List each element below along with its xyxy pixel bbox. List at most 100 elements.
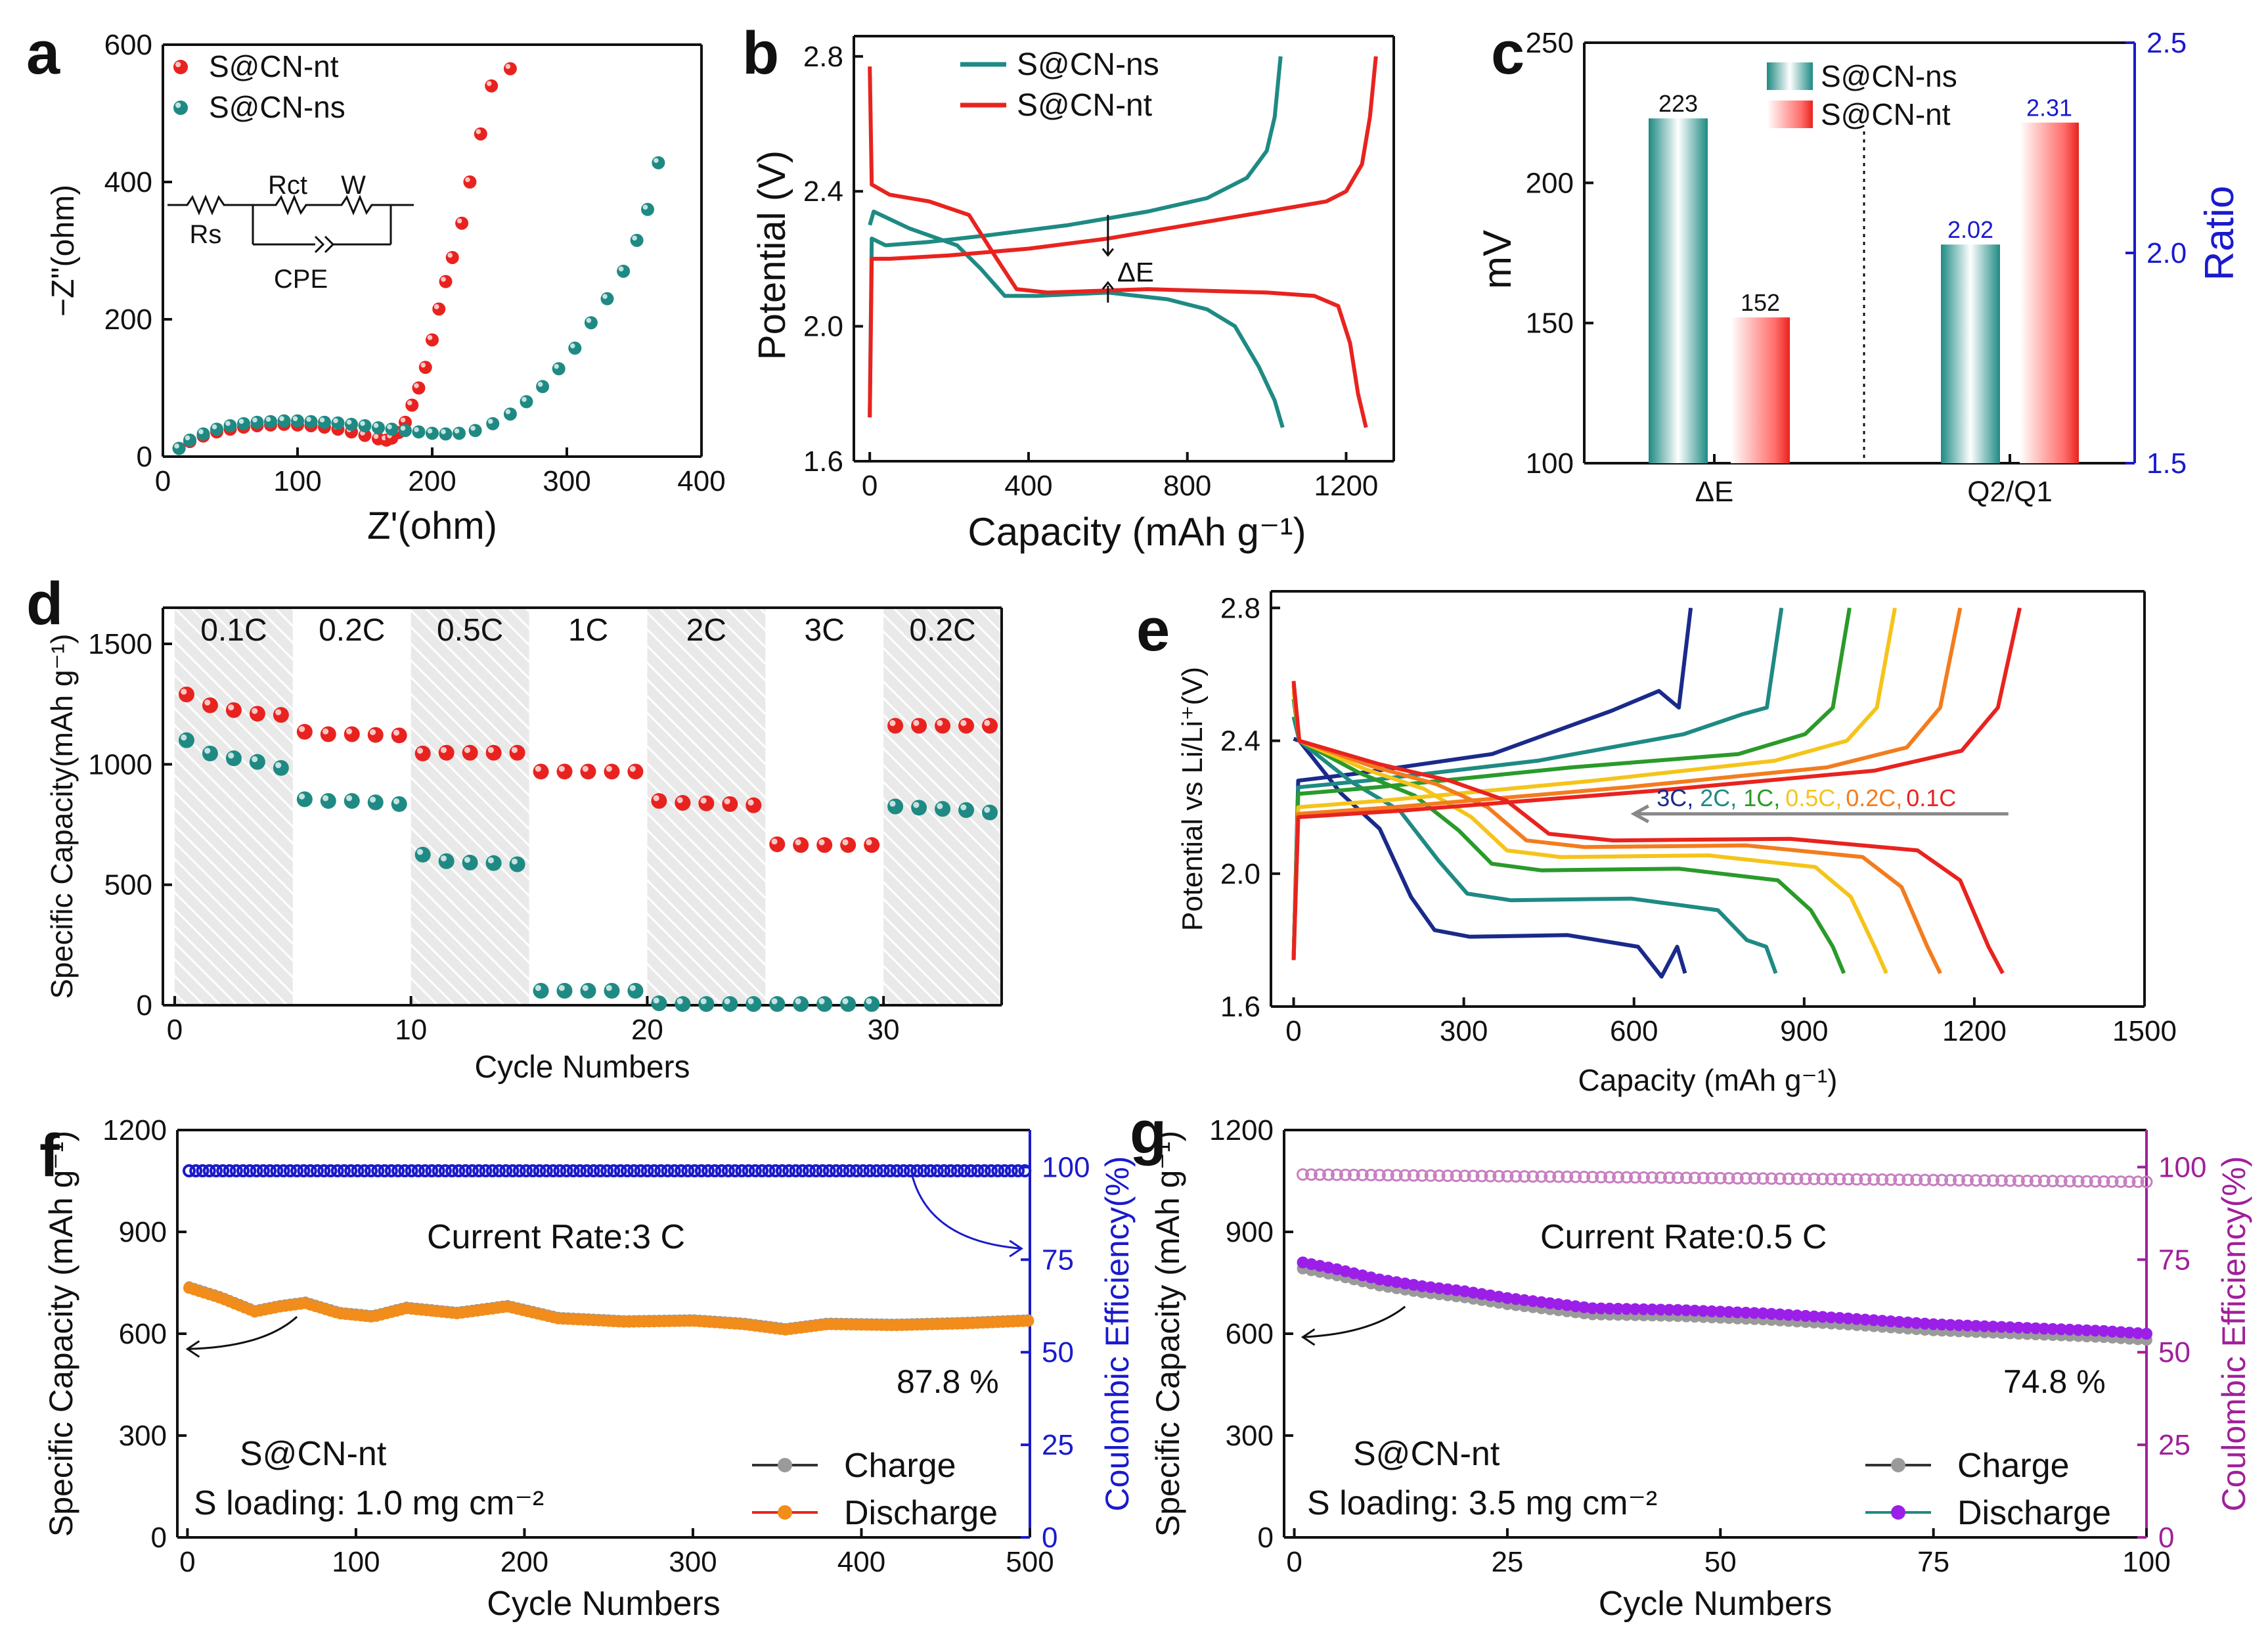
nyquist-point-body: [372, 421, 385, 435]
ce-point: [1645, 1171, 1658, 1184]
rate-point-body: [958, 802, 975, 818]
data-point-highlight: [632, 235, 637, 241]
data-point-highlight: [416, 748, 424, 754]
x-tick-label: 0: [155, 465, 171, 497]
ce-point: [566, 1164, 580, 1177]
discharge-point: [1663, 1303, 1676, 1316]
data-point-highlight: [228, 704, 234, 711]
data-point-highlight: [642, 204, 648, 210]
ce-point: [735, 1164, 749, 1177]
x-tick-label: 0: [1285, 1015, 1301, 1047]
ce-point: [681, 1164, 695, 1177]
ce-point: [1986, 1174, 1999, 1187]
ce-point: [802, 1164, 816, 1177]
axis-pointer-arrow-left: [1301, 1305, 1406, 1346]
rate-point-body: [202, 697, 218, 714]
rate-point: [509, 744, 525, 761]
ce-point: [1910, 1173, 1923, 1187]
rate-point-body: [462, 744, 478, 761]
ce-point: [607, 1164, 621, 1177]
nyquist-point-body: [399, 424, 412, 438]
ce-point: [425, 1164, 439, 1177]
circuit-label-rct: Rct: [268, 171, 307, 200]
ce-point: [357, 1164, 371, 1177]
axis-pointer-arrow-left: [185, 1316, 298, 1358]
rate-point: [225, 702, 242, 718]
data-point-highlight: [434, 304, 439, 309]
ce-point: [1450, 1169, 1463, 1183]
data-point-highlight: [322, 728, 329, 735]
rate-point-body: [391, 796, 407, 812]
ce-point: [1330, 1168, 1343, 1181]
y-tick-label: 2.0: [1220, 858, 1260, 890]
ce-point: [506, 1164, 520, 1177]
data-point-highlight: [252, 417, 257, 423]
data-point-highlight: [204, 699, 211, 706]
ce-point: [964, 1164, 978, 1177]
nyquist-point: [412, 381, 426, 395]
rate-point: [367, 794, 384, 811]
legend-label: S@CN-ns: [1017, 47, 1159, 82]
rate-point: [722, 796, 738, 812]
rate-point: [296, 791, 313, 807]
bar-value-label: 2.31: [2026, 95, 2072, 122]
nyquist-point-body: [405, 398, 419, 412]
nyquist-point-body: [210, 422, 223, 436]
nyquist-point: [250, 415, 264, 429]
nyquist-point: [630, 233, 644, 247]
discharge-point: [1910, 1317, 1923, 1329]
data-point-highlight: [441, 429, 446, 434]
data-point-highlight: [554, 363, 559, 369]
rate-label: 2C: [686, 613, 726, 648]
data-point-highlight: [299, 793, 305, 800]
charge-curve: [1291, 607, 1897, 961]
discharge-point: [1680, 1304, 1693, 1317]
ce-point: [1544, 1170, 1557, 1183]
ce-point: [277, 1164, 290, 1177]
nyquist-point-body: [237, 417, 250, 430]
ce-point: [1671, 1171, 1684, 1185]
ce-point: [903, 1164, 917, 1177]
rate-point-body: [840, 837, 856, 853]
data-point-highlight: [771, 998, 778, 1005]
ce-point: [870, 1164, 883, 1177]
bar-value-label: 2.02: [1947, 216, 1993, 243]
ce-point: [499, 1164, 513, 1177]
ce-point: [1552, 1170, 1565, 1183]
y-tick-label: 1200: [1209, 1114, 1274, 1146]
ce-point: [337, 1164, 351, 1177]
ce-point: [1756, 1172, 1769, 1185]
data-point-highlight: [653, 997, 659, 1004]
nyquist-point-body: [641, 202, 654, 216]
data-point-highlight: [487, 419, 493, 424]
ce-point: [775, 1164, 789, 1177]
legend-label: Charge: [844, 1447, 956, 1485]
rate-point: [556, 983, 573, 999]
nyquist-point: [372, 421, 385, 435]
ce-point: [816, 1164, 830, 1177]
nyquist-point: [445, 250, 459, 264]
rate-point-body: [249, 706, 265, 722]
data-point-highlight: [346, 728, 353, 735]
y-tick-label: 1.5: [2146, 447, 2187, 480]
nyquist-point-body: [432, 302, 446, 316]
data-point-highlight: [185, 435, 190, 441]
ce-point: [1509, 1169, 1523, 1183]
nyquist-point-body: [630, 233, 644, 247]
rate-point: [982, 804, 998, 821]
ce-point: [1492, 1169, 1505, 1183]
rate-point: [793, 996, 809, 1012]
rate-point: [604, 983, 620, 999]
y-tick-label: 2.8: [1220, 592, 1260, 624]
x-tick-label: 300: [543, 465, 590, 497]
rate-point: [864, 837, 880, 853]
ce-point: [210, 1164, 223, 1177]
discharge-point: [2141, 1328, 2152, 1340]
nyquist-point: [552, 362, 566, 376]
rate-point: [958, 802, 975, 818]
panel-b: 0 400 800 1200 1.6 2.0 2.4 2.8 Capacity (mAh g⁻¹…: [751, 35, 1395, 554]
rate-point-body: [202, 745, 218, 761]
data-point-highlight: [602, 294, 608, 299]
nyquist-point: [318, 415, 331, 429]
ce-point: [647, 1164, 661, 1177]
